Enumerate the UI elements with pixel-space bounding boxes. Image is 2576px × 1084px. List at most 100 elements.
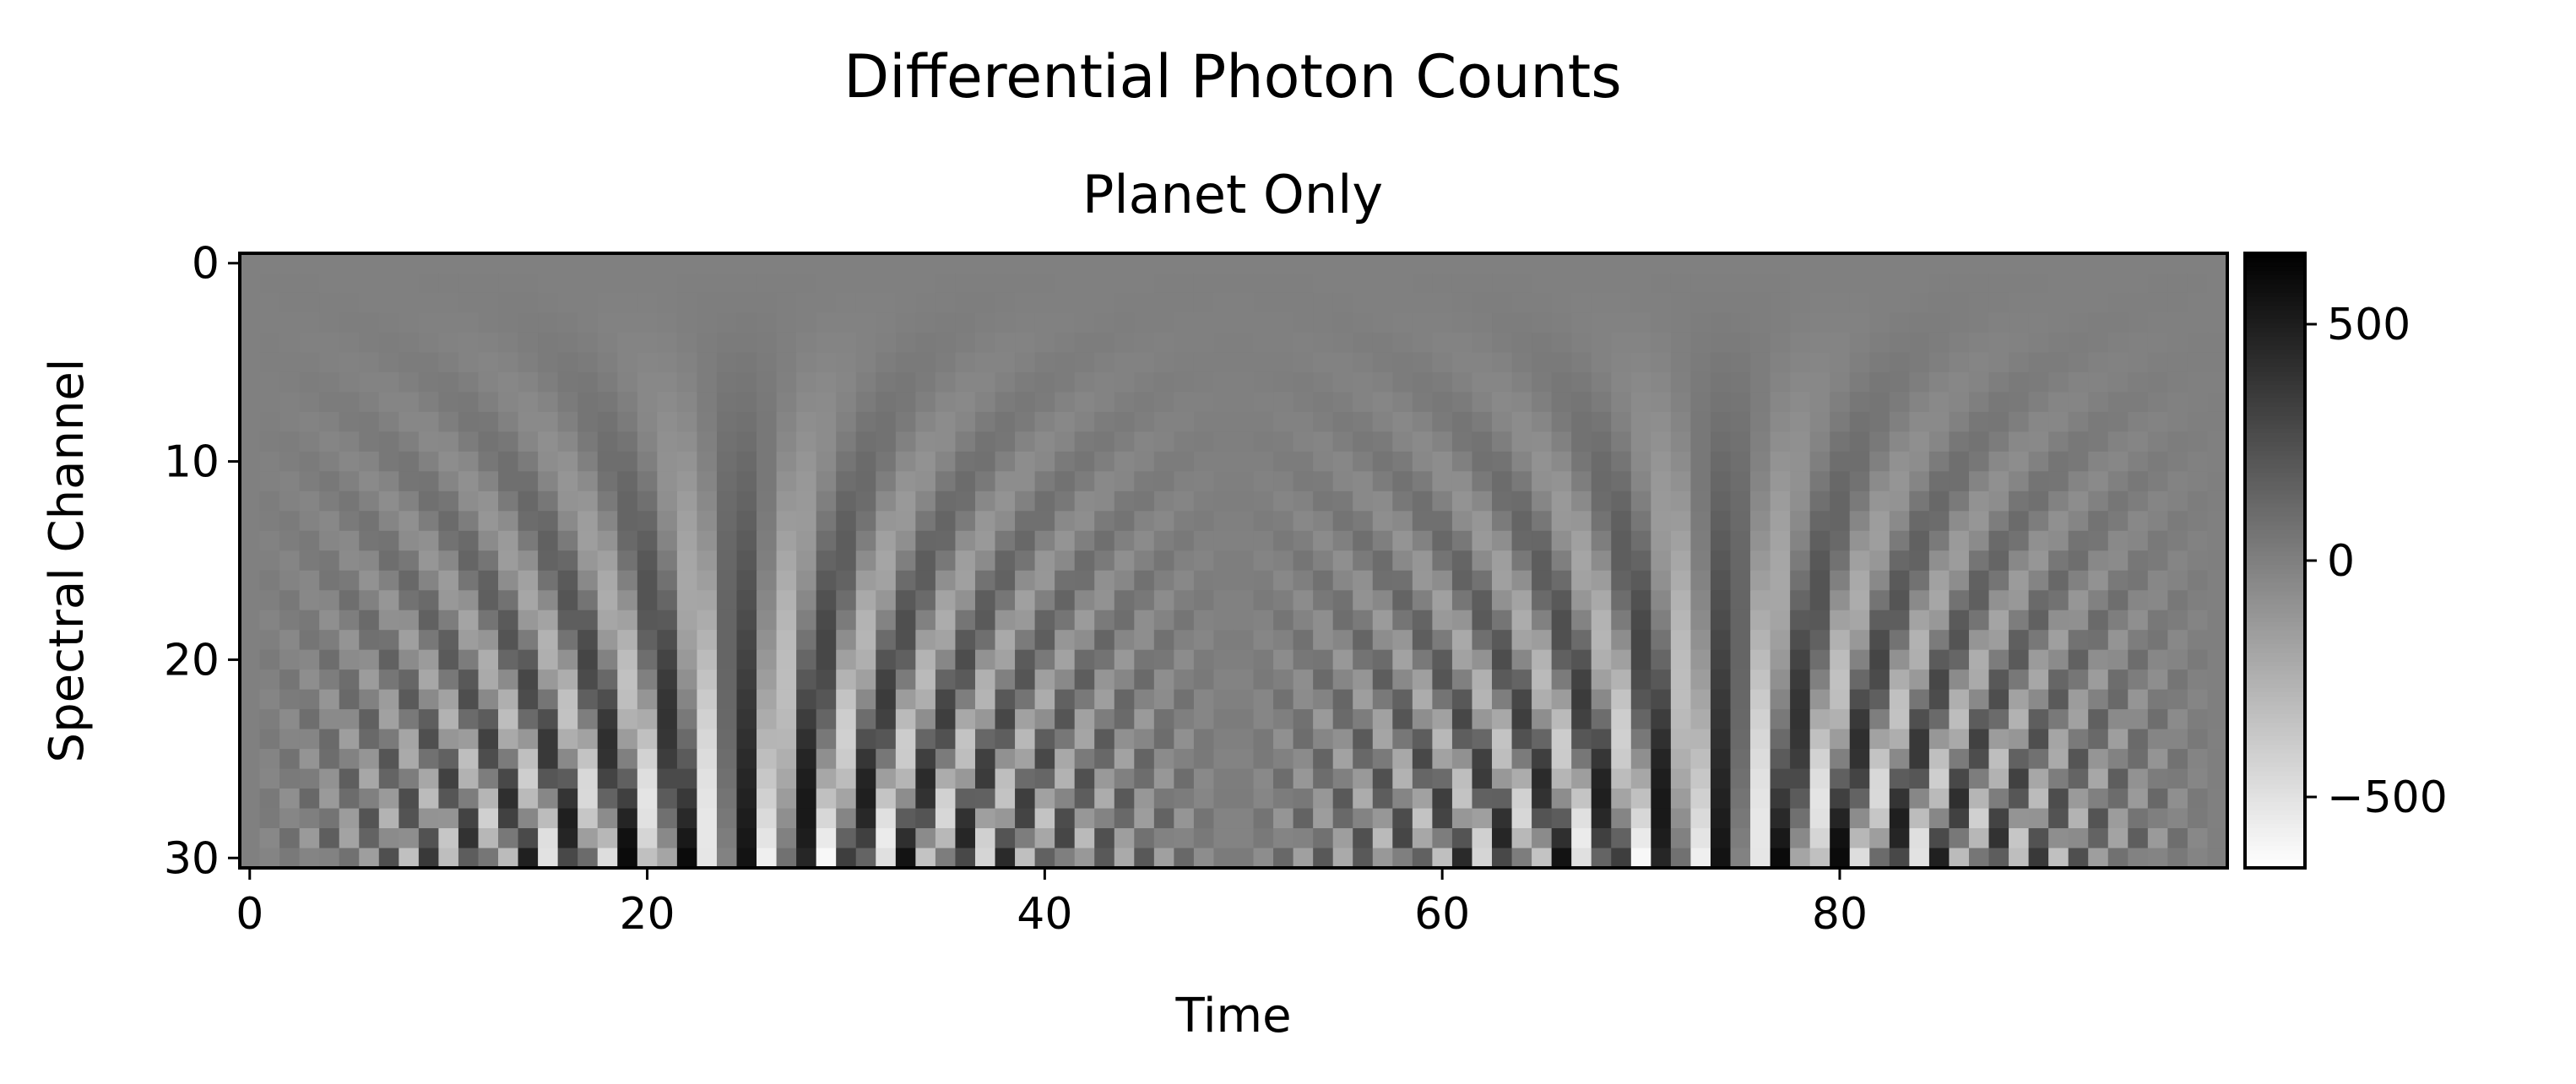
- heatmap-cell: [736, 729, 757, 750]
- heatmap-cell: [955, 411, 976, 432]
- heatmap-cell: [339, 610, 360, 631]
- heatmap-cell: [458, 570, 480, 591]
- heatmap-cell: [1710, 511, 1732, 532]
- heatmap-cell: [557, 431, 578, 453]
- heatmap-cell: [1213, 292, 1234, 314]
- heatmap-cell: [657, 511, 678, 532]
- heatmap-cell: [974, 749, 996, 770]
- heatmap-cell: [1869, 273, 1890, 294]
- heatmap-cell: [1213, 530, 1234, 551]
- heatmap-cell: [1630, 451, 1651, 472]
- heatmap-cell: [1988, 808, 2009, 829]
- heatmap-cell: [676, 729, 698, 750]
- heatmap-cell: [2128, 808, 2149, 829]
- heatmap-cell: [1790, 768, 1811, 789]
- heatmap-cell: [2068, 590, 2089, 611]
- heatmap-cell: [359, 530, 380, 551]
- colorbar-band: [2245, 683, 2305, 689]
- heatmap-cell: [1213, 729, 1234, 750]
- heatmap-cell: [995, 789, 1016, 810]
- heatmap-cell: [1353, 491, 1374, 512]
- heatmap-cell: [836, 828, 857, 849]
- heatmap-cell: [557, 471, 578, 492]
- heatmap-cell: [1750, 729, 1771, 750]
- heatmap-cell: [399, 451, 420, 472]
- heatmap-cell: [915, 411, 936, 432]
- heatmap-cell: [1372, 273, 1393, 294]
- heatmap-cell: [1015, 669, 1036, 691]
- heatmap-cell: [2107, 273, 2129, 294]
- colorbar-band: [2245, 670, 2305, 675]
- heatmap-cell: [1074, 292, 1095, 314]
- heatmap-cell: [2167, 669, 2188, 691]
- heatmap-cell: [995, 848, 1016, 869]
- heatmap-cell: [1332, 630, 1353, 651]
- heatmap-cell: [1114, 371, 1135, 393]
- heatmap-cell: [1909, 709, 1930, 730]
- heatmap-cell: [1611, 709, 1632, 730]
- heatmap-cell: [1074, 689, 1095, 710]
- heatmap-cell: [1134, 749, 1155, 770]
- heatmap-cell: [557, 550, 578, 572]
- heatmap-cell: [1134, 709, 1155, 730]
- heatmap-cell: [1193, 789, 1215, 810]
- heatmap-cell: [597, 828, 618, 849]
- heatmap-cell: [1193, 649, 1215, 670]
- heatmap-cell: [1134, 610, 1155, 631]
- heatmap-cell: [1432, 570, 1453, 591]
- heatmap-cell: [876, 392, 897, 413]
- heatmap-cell: [359, 431, 380, 453]
- heatmap-cell: [776, 451, 797, 472]
- heatmap-cell: [855, 828, 876, 849]
- heatmap-cell: [836, 789, 857, 810]
- heatmap-cell: [1313, 570, 1334, 591]
- heatmap-cell: [1372, 828, 1393, 849]
- heatmap-cell: [1253, 709, 1274, 730]
- heatmap-cell: [1234, 570, 1255, 591]
- heatmap-cell: [697, 729, 718, 750]
- heatmap-cell: [1392, 848, 1413, 869]
- heatmap-cell: [279, 292, 301, 314]
- heatmap-cell: [637, 848, 658, 869]
- heatmap-cell: [836, 848, 857, 869]
- heatmap-cell: [1830, 511, 1851, 532]
- heatmap-cell: [2009, 590, 2030, 611]
- heatmap-cell: [378, 689, 399, 710]
- heatmap-cell: [1432, 511, 1453, 532]
- heatmap-cell: [855, 630, 876, 651]
- heatmap-cell: [657, 431, 678, 453]
- heatmap-cell: [1849, 511, 1870, 532]
- heatmap-cell: [955, 729, 976, 750]
- colorbar-band: [2245, 621, 2305, 627]
- heatmap-cell: [1630, 630, 1651, 651]
- heatmap-cell: [1988, 352, 2009, 373]
- y-tick-label: 10: [164, 437, 220, 488]
- heatmap-cell: [2128, 768, 2149, 789]
- heatmap-cell: [1234, 630, 1255, 651]
- heatmap-cell: [676, 649, 698, 670]
- heatmap-cell: [1750, 709, 1771, 730]
- heatmap-cell: [1332, 789, 1353, 810]
- heatmap-cell: [1690, 392, 1711, 413]
- heatmap-cell: [2028, 630, 2049, 651]
- heatmap-cell: [1690, 789, 1711, 810]
- heatmap-cell: [498, 292, 519, 314]
- colorbar-band: [2245, 424, 2305, 430]
- heatmap-cell: [359, 610, 380, 631]
- heatmap-cell: [1094, 550, 1115, 572]
- heatmap-cell: [995, 273, 1016, 294]
- heatmap-cell: [1293, 669, 1314, 691]
- heatmap-cell: [240, 610, 261, 631]
- heatmap-cell: [1372, 768, 1393, 789]
- heatmap-cell: [1153, 828, 1174, 849]
- heatmap-cell: [2068, 630, 2089, 651]
- heatmap-cell: [1392, 808, 1413, 829]
- colorbar-band: [2245, 407, 2305, 412]
- heatmap-cell: [2187, 570, 2209, 591]
- heatmap-cell: [458, 273, 480, 294]
- heatmap-cell: [299, 530, 320, 551]
- heatmap-cell: [478, 312, 499, 333]
- heatmap-cell: [1094, 292, 1115, 314]
- heatmap-cell: [478, 292, 499, 314]
